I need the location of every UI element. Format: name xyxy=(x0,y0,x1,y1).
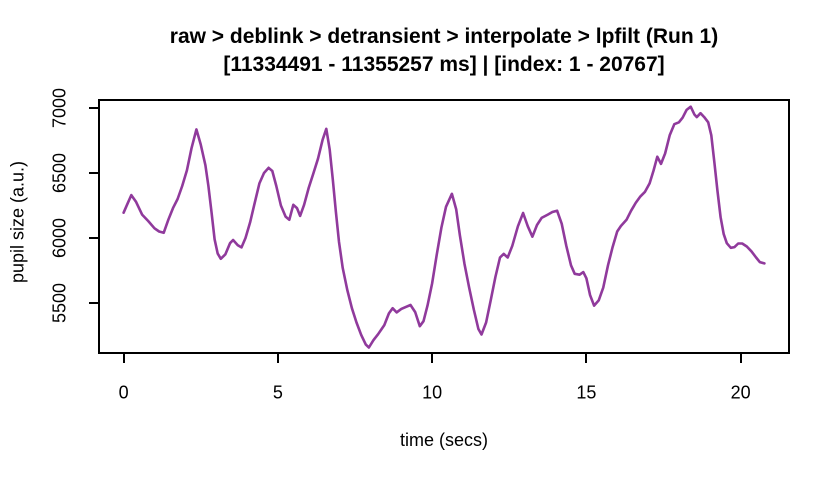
x-axis-tick xyxy=(585,354,588,363)
plot-title-line2: [11334491 - 11355257 ms] | [index: 1 - 2… xyxy=(223,53,665,76)
x-axis-tick-label: 10 xyxy=(422,382,443,403)
x-axis-tick-label: 0 xyxy=(118,382,129,403)
plot-title: raw > deblink > detransient > interpolat… xyxy=(98,23,790,79)
y-axis-tick xyxy=(89,237,98,239)
plot-box-border xyxy=(98,99,790,354)
y-axis-label: pupil size (a.u.) xyxy=(7,160,28,284)
y-axis-tick xyxy=(89,171,98,174)
y-axis-tick-label: 7000 xyxy=(49,87,70,128)
x-axis-tick xyxy=(739,354,742,363)
y-axis-tick xyxy=(89,302,98,305)
y-axis-tick-label: 5500 xyxy=(49,282,70,324)
plot-title-line1: raw > deblink > detransient > interpolat… xyxy=(169,25,719,48)
y-axis-tick-label: 6500 xyxy=(49,152,70,194)
x-axis-tick xyxy=(431,354,434,363)
x-axis-tick-label: 5 xyxy=(272,382,283,403)
x-axis-tick xyxy=(276,354,279,363)
x-axis-label: time (secs) xyxy=(399,430,488,450)
y-axis-tick xyxy=(89,106,98,109)
pupil-timecourse-line xyxy=(122,105,766,349)
x-axis-tick xyxy=(122,354,125,363)
x-axis-tick-label: 15 xyxy=(576,382,597,403)
plot-area xyxy=(98,99,790,354)
x-axis-tick-label: 20 xyxy=(730,382,751,403)
y-axis-tick-label: 6000 xyxy=(49,217,70,259)
